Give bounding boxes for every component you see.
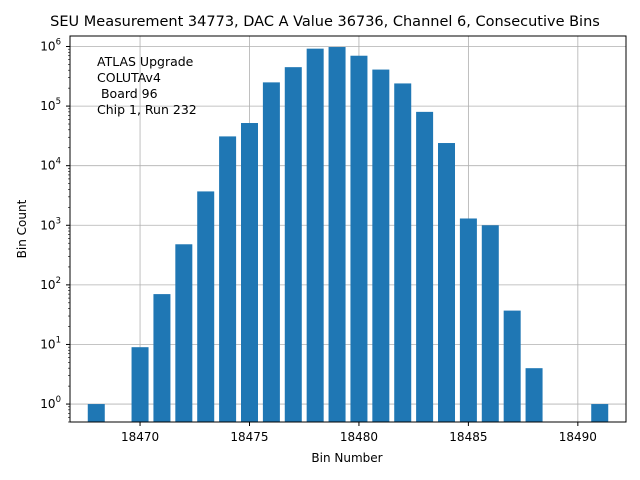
bar — [240, 123, 258, 422]
ticks: 18470 18475 18480 18485 18490 100 101 102 103 104… — [40, 37, 597, 444]
x-tick-label: 18480 — [340, 430, 378, 444]
bar — [394, 83, 412, 423]
y-tick-label: 101 — [40, 335, 61, 351]
bar — [153, 294, 171, 422]
bars — [87, 47, 609, 423]
bar — [416, 111, 434, 423]
bar — [503, 310, 521, 422]
bar — [284, 67, 302, 422]
annotation-line: Board 96 — [97, 86, 158, 101]
bar — [328, 47, 346, 422]
bar — [175, 244, 193, 422]
y-tick-label: 105 — [40, 97, 61, 113]
annotation-line: ATLAS Upgrade — [97, 54, 194, 69]
bar — [481, 225, 499, 422]
x-tick-label: 18490 — [559, 430, 597, 444]
x-tick-label: 18475 — [230, 430, 268, 444]
bar — [350, 55, 368, 422]
x-tick-label: 18485 — [449, 430, 487, 444]
bar — [262, 82, 280, 422]
chart-title: SEU Measurement 34773, DAC A Value 36736… — [50, 14, 600, 30]
y-tick-label: 106 — [40, 37, 61, 53]
y-tick-label: 103 — [40, 216, 61, 232]
bar — [306, 48, 324, 422]
bar — [438, 143, 456, 422]
bar — [131, 347, 149, 422]
y-tick-label: 104 — [40, 157, 61, 173]
y-tick-label: 102 — [40, 276, 61, 292]
annotation-line: Chip 1, Run 232 — [97, 102, 197, 117]
bar — [591, 404, 609, 422]
bar — [525, 368, 543, 422]
x-tick-label: 18470 — [121, 430, 159, 444]
annotation-line: COLUTAv4 — [97, 70, 161, 85]
bar — [87, 404, 105, 422]
bar — [372, 69, 390, 423]
plot-frame — [69, 35, 627, 423]
y-tick-label: 100 — [40, 395, 61, 411]
bar — [197, 191, 215, 422]
bar — [459, 218, 477, 422]
bar — [219, 136, 237, 423]
y-axis-label: Bin Count — [15, 199, 29, 258]
x-axis-label: Bin Number — [311, 451, 382, 465]
